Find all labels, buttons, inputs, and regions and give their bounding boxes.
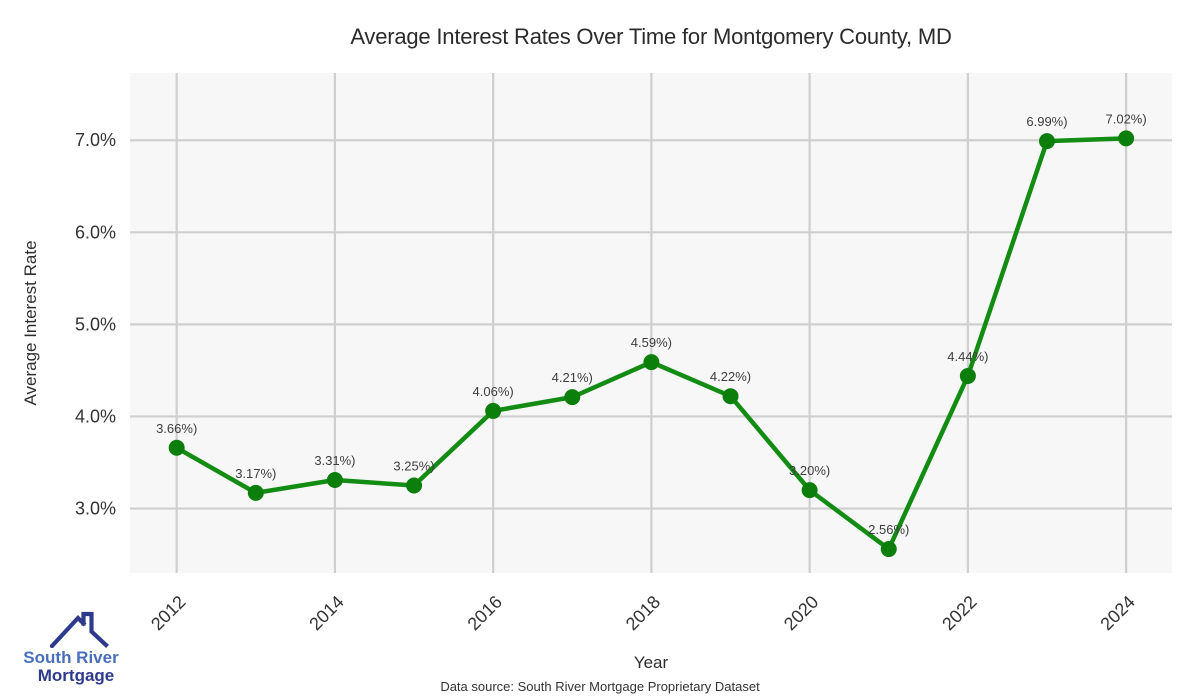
data-point-label: 3.25%) bbox=[393, 459, 434, 474]
data-point-label: 6.99%) bbox=[1026, 114, 1067, 129]
x-axis-title: Year bbox=[634, 653, 669, 672]
x-tick-label: 2020 bbox=[780, 592, 822, 634]
chart-title: Average Interest Rates Over Time for Mon… bbox=[350, 24, 952, 49]
south-river-mortgage-logo: South River Mortgage bbox=[16, 608, 126, 685]
logo-text-south-river: South River bbox=[23, 648, 119, 667]
data-point-label: 4.44%) bbox=[947, 349, 988, 364]
x-tick-label: 2022 bbox=[938, 592, 980, 634]
data-point-label: 4.21%) bbox=[552, 370, 593, 385]
x-tick-label: 2024 bbox=[1096, 592, 1138, 634]
y-tick-label: 3.0% bbox=[75, 499, 116, 519]
data-point-marker bbox=[168, 439, 185, 456]
house-roof-icon bbox=[50, 611, 109, 648]
y-tick-label: 4.0% bbox=[75, 406, 116, 426]
x-tick-label: 2016 bbox=[464, 592, 506, 634]
data-point-marker bbox=[801, 482, 818, 499]
data-point-marker bbox=[564, 389, 581, 406]
data-point-label: 4.22%) bbox=[710, 369, 751, 384]
data-point-marker bbox=[880, 541, 897, 558]
data-point-marker bbox=[1038, 133, 1055, 150]
x-tick-label: 2018 bbox=[622, 592, 664, 634]
logo-text-mortgage: Mortgage bbox=[37, 665, 115, 685]
y-tick-label: 6.0% bbox=[75, 222, 116, 242]
data-point-marker bbox=[959, 367, 976, 384]
data-point-marker bbox=[722, 388, 739, 405]
data-point-label: 3.31%) bbox=[314, 453, 355, 468]
data-point-label: 7.02%) bbox=[1106, 111, 1147, 126]
data-point-label: 2.56%) bbox=[868, 522, 909, 537]
data-point-label: 4.59%) bbox=[631, 335, 672, 350]
y-tick-label: 7.0% bbox=[75, 130, 116, 150]
y-axis-title: Average Interest Rate bbox=[21, 240, 40, 405]
data-point-marker bbox=[1118, 130, 1135, 147]
data-point-label: 4.06%) bbox=[473, 384, 514, 399]
x-tick-label: 2014 bbox=[305, 592, 347, 634]
data-point-label: 3.17%) bbox=[235, 466, 276, 481]
data-point-label: 3.66%) bbox=[156, 421, 197, 436]
x-tick-label: 2012 bbox=[147, 592, 189, 634]
data-point-marker bbox=[326, 471, 343, 488]
y-tick-label: 5.0% bbox=[75, 314, 116, 334]
data-point-marker bbox=[643, 354, 660, 371]
data-point-marker bbox=[485, 402, 502, 419]
data-point-marker bbox=[406, 477, 423, 494]
data-point-label: 3.20%) bbox=[789, 463, 830, 478]
data-point-marker bbox=[247, 484, 264, 501]
data-source-note: Data source: South River Mortgage Propri… bbox=[440, 679, 760, 694]
